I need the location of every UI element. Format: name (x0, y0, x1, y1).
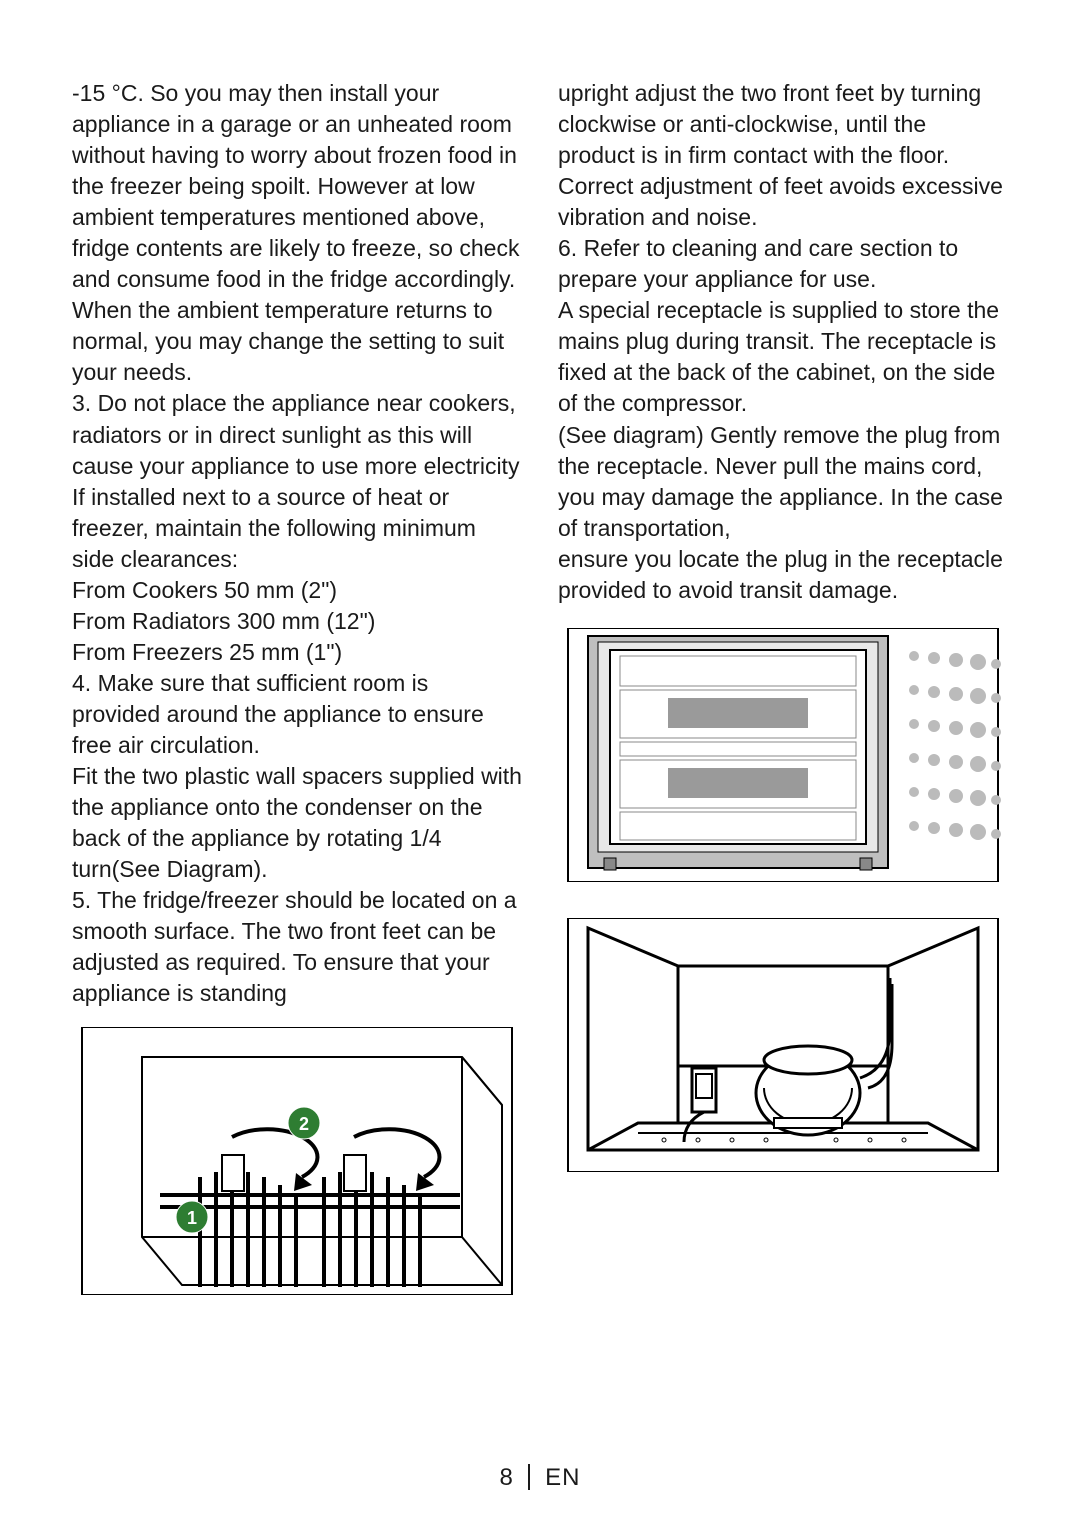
para: 4. Make sure that sufficient room is pro… (72, 668, 522, 761)
diagram-label-1: 1 (187, 1208, 197, 1228)
footer-separator (528, 1464, 530, 1490)
left-column: -15 °C. So you may then install your app… (72, 78, 522, 1303)
wall-spacer-diagram: 1 2 (72, 1027, 522, 1295)
right-column: upright adjust the two front feet by tur… (558, 78, 1008, 1303)
para: 6. Refer to cleaning and care section to… (558, 233, 1008, 295)
para: upright adjust the two front feet by tur… (558, 78, 1008, 233)
para: 5. The fridge/freezer should be located … (72, 885, 522, 1009)
clearance-radiators: From Radiators 300 mm (12") (72, 606, 522, 637)
clearance-freezers: From Freezers 25 mm (1") (72, 637, 522, 668)
page-number: 8 (499, 1464, 513, 1491)
compressor-diagram (558, 918, 1008, 1172)
para: ensure you locate the plug in the recept… (558, 544, 1008, 606)
para: (See diagram) Gently remove the plug fro… (558, 420, 1008, 544)
page-lang: EN (545, 1464, 580, 1491)
fridge-back-diagram (558, 628, 1008, 882)
diagram-label-2: 2 (299, 1114, 309, 1134)
para: A special receptacle is supplied to stor… (558, 295, 1008, 419)
para: Fit the two plastic wall spacers supplie… (72, 761, 522, 885)
columns: -15 °C. So you may then install your app… (72, 78, 1008, 1303)
para: 3. Do not place the appliance near cooke… (72, 388, 522, 574)
page-footer: 8 EN (0, 1464, 1080, 1492)
clearance-cookers: From Cookers 50 mm (2") (72, 575, 522, 606)
para: -15 °C. So you may then install your app… (72, 78, 522, 388)
